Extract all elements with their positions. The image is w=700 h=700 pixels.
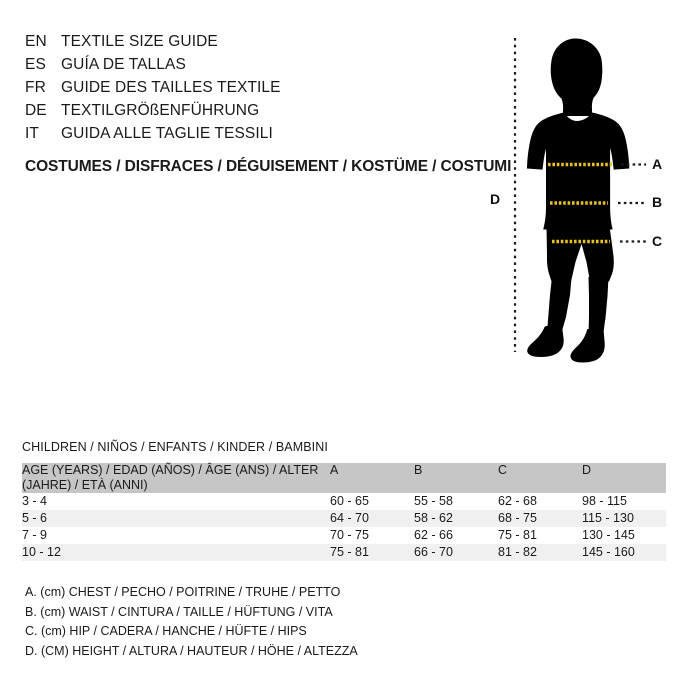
cell-c: 62 - 68 bbox=[498, 494, 537, 508]
category-title: COSTUMES / DISFRACES / DÉGUISEMENT / KOS… bbox=[25, 158, 512, 175]
cell-c: 75 - 81 bbox=[498, 528, 537, 542]
legend-item-a: A. (cm) CHEST / PECHO / POITRINE / TRUHE… bbox=[25, 585, 341, 599]
column-header-a: A bbox=[330, 463, 339, 477]
cell-a: 64 - 70 bbox=[330, 511, 369, 525]
measure-label-b: B bbox=[652, 194, 663, 210]
column-header-c: C bbox=[498, 463, 508, 477]
measure-label-d: D bbox=[490, 191, 501, 207]
cell-b: 58 - 62 bbox=[414, 511, 453, 525]
language-code-fr: FR bbox=[25, 79, 46, 96]
legend-item-c: C. (cm) HIP / CADERA / HANCHE / HÜFTE / … bbox=[25, 624, 307, 638]
language-text-es: GUÍA DE TALLAS bbox=[61, 56, 186, 73]
language-row-de: DE TEXTILGRÖßENFÜHRUNG bbox=[25, 102, 465, 125]
language-row-es: ES GUÍA DE TALLAS bbox=[25, 56, 465, 79]
cell-d: 130 - 145 bbox=[582, 528, 635, 542]
language-text-en: TEXTILE SIZE GUIDE bbox=[61, 33, 218, 50]
column-header-b: B bbox=[414, 463, 423, 477]
child-body-silhouette bbox=[526, 38, 630, 363]
cell-d: 145 - 160 bbox=[582, 545, 635, 559]
cell-age: 10 - 12 bbox=[22, 545, 61, 559]
table-body: 3 - 4 60 - 65 55 - 58 62 - 68 98 - 115 5… bbox=[22, 493, 666, 561]
legend-item-d: D. (CM) HEIGHT / ALTURA / HAUTEUR / HÖHE… bbox=[25, 643, 358, 658]
language-row-it: IT GUIDA ALLE TAGLIE TESSILI bbox=[25, 125, 465, 148]
size-table: AGE (YEARS) / EDAD (AÑOS) / ÂGE (ANS) / … bbox=[22, 463, 666, 561]
language-row-fr: FR GUIDE DES TAILLES TEXTILE bbox=[25, 79, 465, 102]
cell-age: 7 - 9 bbox=[22, 528, 48, 542]
cell-a: 75 - 81 bbox=[330, 545, 369, 559]
table-row: 10 - 12 75 - 81 66 - 70 81 - 82 145 - 16… bbox=[22, 544, 666, 561]
language-text-it: GUIDA ALLE TAGLIE TESSILI bbox=[61, 125, 273, 142]
cell-a: 60 - 65 bbox=[330, 494, 369, 508]
table-header: AGE (YEARS) / EDAD (AÑOS) / ÂGE (ANS) / … bbox=[22, 463, 666, 493]
child-silhouette-icon bbox=[513, 38, 646, 363]
cell-age: 3 - 4 bbox=[22, 494, 48, 508]
size-table-block: CHILDREN / NIÑOS / ENFANTS / KINDER / BA… bbox=[22, 440, 666, 561]
language-code-it: IT bbox=[25, 125, 39, 142]
table-row: 5 - 6 64 - 70 58 - 62 68 - 75 115 - 130 bbox=[22, 510, 666, 527]
language-list: EN TEXTILE SIZE GUIDE ES GUÍA DE TALLAS … bbox=[25, 33, 465, 148]
column-header-age: AGE (YEARS) / EDAD (AÑOS) / ÂGE (ANS) / … bbox=[22, 463, 319, 492]
table-row: 3 - 4 60 - 65 55 - 58 62 - 68 98 - 115 bbox=[22, 493, 666, 510]
language-text-fr: GUIDE DES TAILLES TEXTILE bbox=[61, 79, 281, 96]
language-code-de: DE bbox=[25, 102, 47, 119]
cell-b: 55 - 58 bbox=[414, 494, 453, 508]
measurement-legend: A. (cm) CHEST / PECHO / POITRINE / TRUHE… bbox=[25, 583, 358, 661]
cell-c: 81 - 82 bbox=[498, 545, 537, 559]
cell-age: 5 - 6 bbox=[22, 511, 48, 525]
cell-d: 115 - 130 bbox=[582, 511, 634, 525]
table-row: 7 - 9 70 - 75 62 - 66 75 - 81 130 - 145 bbox=[22, 527, 666, 544]
measure-label-a: A bbox=[652, 156, 663, 172]
language-code-en: EN bbox=[25, 33, 47, 50]
cell-b: 66 - 70 bbox=[414, 545, 453, 559]
cell-b: 62 - 66 bbox=[414, 528, 453, 542]
language-text-de: TEXTILGRÖßENFÜHRUNG bbox=[61, 102, 260, 119]
language-code-es: ES bbox=[25, 56, 46, 73]
cell-a: 70 - 75 bbox=[330, 528, 369, 542]
column-header-d: D bbox=[582, 463, 592, 477]
table-header-row: AGE (YEARS) / EDAD (AÑOS) / ÂGE (ANS) / … bbox=[22, 463, 666, 493]
table-caption: CHILDREN / NIÑOS / ENFANTS / KINDER / BA… bbox=[22, 440, 328, 454]
measure-label-c: C bbox=[652, 233, 663, 249]
legend-item-b: B. (cm) WAIST / CINTURA / TAILLE / HÜFTU… bbox=[25, 604, 333, 619]
measurement-figure-diagram: D A B C bbox=[480, 30, 680, 370]
language-row-en: EN TEXTILE SIZE GUIDE bbox=[25, 33, 465, 56]
cell-c: 68 - 75 bbox=[498, 511, 537, 525]
cell-d: 98 - 115 bbox=[582, 494, 627, 508]
